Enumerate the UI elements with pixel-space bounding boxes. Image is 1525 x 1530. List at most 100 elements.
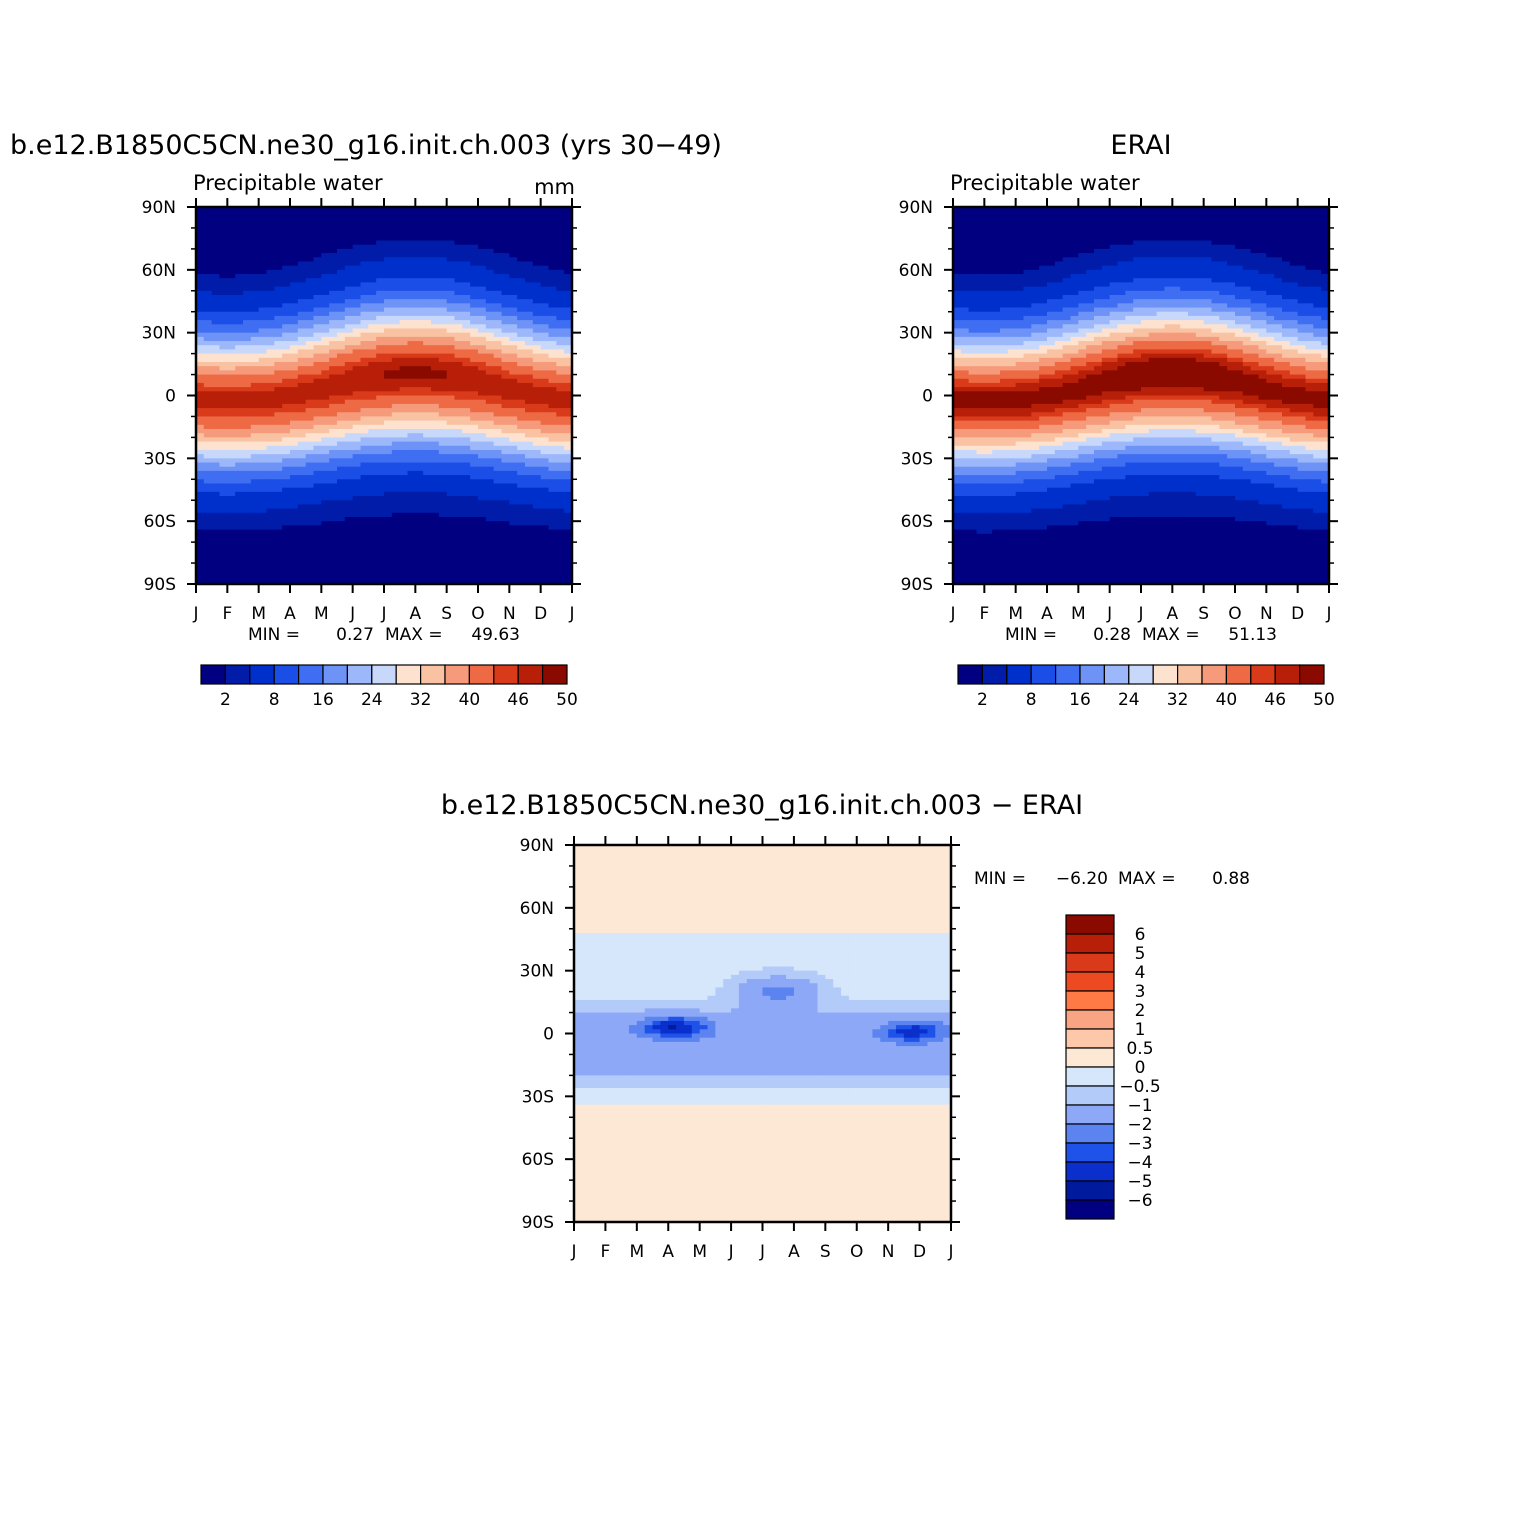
model-cell [462,274,470,279]
model-cell [525,366,533,371]
model-cell [533,391,541,396]
model-cell [368,215,376,220]
model-cell [353,471,361,476]
model-cell [400,437,408,442]
model-cell [212,362,220,367]
model-cell [196,328,204,333]
model-cell [267,316,275,321]
model-cell [423,211,431,216]
model-cell [423,534,431,539]
model-cell [376,253,384,258]
erai-cell [953,266,961,271]
model-cell [549,483,557,488]
model-cell [392,521,400,526]
model-cell [525,555,533,560]
model-cell [282,567,290,572]
model-cell [282,416,290,421]
model-cell [282,303,290,308]
model-cell [392,555,400,560]
model-cell [290,358,298,363]
model-cell [525,354,533,359]
model-cell [227,337,235,342]
model-cell [220,458,228,463]
model-cell [345,328,353,333]
model-cell [376,249,384,254]
model-cell [314,387,322,392]
model-cell [517,270,525,275]
model-cell [502,341,510,346]
model-cell [517,375,525,380]
model-cell [227,538,235,543]
model-cell [282,546,290,551]
model-cell [306,576,314,581]
model-cell [431,521,439,526]
model-cell [274,303,282,308]
model-cell [353,538,361,543]
model-cell [384,542,392,547]
model-cell [486,349,494,354]
erai-cell [969,211,977,216]
model-cell [361,446,369,451]
model-cell [212,571,220,576]
model-cell [549,429,557,434]
model-cell [408,521,416,526]
model-cell [282,412,290,417]
model-cell [337,429,345,434]
model-cell [345,421,353,426]
model-cell [525,429,533,434]
model-cell [423,278,431,283]
model-cell [533,316,541,321]
model-cell [533,249,541,254]
model-cell [251,387,259,392]
model-cell [392,328,400,333]
erai-cell [953,396,961,401]
erai-cell [969,295,977,300]
model-cell [290,433,298,438]
model-cell [243,211,251,216]
model-cell [345,504,353,509]
model-cell [368,479,376,484]
model-cell [196,463,204,468]
model-cell [509,567,517,572]
model-cell [259,282,267,287]
model-cell [251,530,259,535]
model-cell [486,479,494,484]
model-cell [494,412,502,417]
model-cell [212,400,220,405]
erai-cell [984,563,992,568]
model-cell [517,538,525,543]
model-cell [274,400,282,405]
model-cell [314,496,322,501]
model-cell [486,471,494,476]
model-cell [306,375,314,380]
model-cell [447,412,455,417]
model-cell [267,404,275,409]
model-cell [282,320,290,325]
model-cell [392,253,400,258]
model-cell [290,383,298,388]
erai-cell [953,274,961,279]
model-cell [509,421,517,426]
model-cell [235,521,243,526]
model-cell [282,354,290,359]
model-cell [212,509,220,514]
model-cell [212,517,220,522]
model-cell [509,362,517,367]
model-cell [462,370,470,375]
model-cell [376,509,384,514]
model-cell [212,404,220,409]
erai-cell [977,337,985,342]
model-cell [549,303,557,308]
model-cell [478,563,486,568]
model-cell [243,366,251,371]
model-cell [392,370,400,375]
model-cell [235,270,243,275]
model-cell [196,383,204,388]
model-cell [353,517,361,522]
model-cell [431,366,439,371]
model-cell [549,211,557,216]
model-cell [517,324,525,329]
model-cell [298,337,306,342]
erai-cell [953,479,961,484]
model-cell [337,555,345,560]
